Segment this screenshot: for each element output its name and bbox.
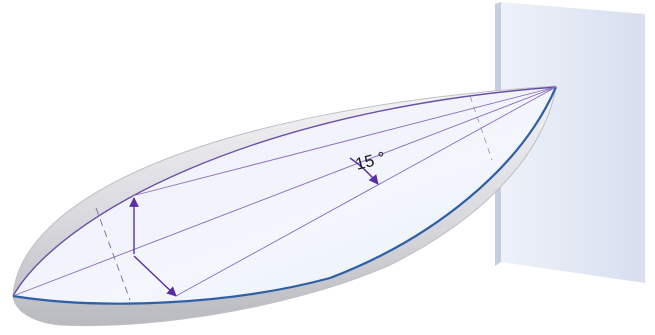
- screen-face: [501, 2, 645, 283]
- rim-lower-edge: [12, 86, 558, 305]
- width-arrows: [129, 197, 177, 297]
- beam-edge-lower: [175, 86, 557, 297]
- rim-upper-edge: [12, 86, 557, 297]
- beam-edge-upper: [131, 86, 557, 197]
- guide-lines: [12, 86, 557, 301]
- dashed-cross-line: [469, 95, 493, 161]
- dashed-center-line: [95, 207, 131, 301]
- angle-arc-arrow: [349, 157, 379, 185]
- axis-line: [12, 86, 557, 297]
- width-arrow-diagonal: [133, 255, 177, 297]
- beam-inner-face: [13, 87, 556, 304]
